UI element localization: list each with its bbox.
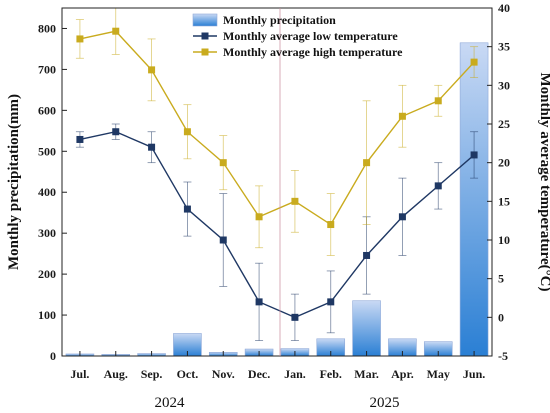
x-tick-label: Jan.: [284, 367, 306, 381]
year-label: 2025: [370, 395, 400, 411]
left-tick-label: 500: [38, 144, 56, 158]
left-tick-label: 100: [38, 308, 56, 322]
x-tick-label: Oct.: [177, 367, 199, 381]
left-tick-label: 400: [38, 185, 56, 199]
x-tick-label: Mar.: [354, 367, 379, 381]
left-tick-label: 300: [38, 226, 56, 240]
left-axis-title: Monthly precipitation(mm): [6, 94, 22, 270]
left-tick-label: 0: [50, 349, 56, 363]
low-temp-point: [470, 151, 478, 159]
low-temperature-series: [75, 123, 479, 341]
right-tick-label: 0: [498, 310, 504, 324]
right-axis: -5 0 5 10 15 20 25 30 35 40: [487, 1, 510, 363]
low-temp-line: [79, 131, 475, 319]
low-temp-point: [434, 182, 442, 190]
legend: Monthly precipitation Monthly average low…: [192, 13, 403, 59]
low-temp-point: [255, 298, 263, 306]
right-tick-label: 25: [498, 117, 510, 131]
left-tick-label: 600: [38, 103, 56, 117]
high-temp-point: [183, 128, 191, 136]
high-temp-point: [398, 112, 406, 120]
low-temp-point: [219, 236, 227, 244]
right-tick-label: 15: [498, 194, 510, 208]
right-axis-title: Monthly average temperature(°C): [537, 73, 550, 292]
high-temp-point: [112, 27, 120, 35]
precipitation-bars: [65, 42, 489, 357]
left-axis: 0 100 200 300 400 500 600 700 800: [38, 21, 67, 363]
x-tick-label: Nov.: [212, 367, 235, 381]
low-temp-point: [76, 135, 84, 143]
x-tick-label: Aug.: [104, 367, 128, 381]
high-temp-point: [255, 213, 263, 221]
low-temp-point: [398, 213, 406, 221]
high-temp-point: [76, 35, 84, 43]
left-tick-label: 200: [38, 267, 56, 281]
low-temp-point: [112, 128, 120, 136]
low-temp-point: [327, 298, 335, 306]
year-label: 2024: [155, 395, 186, 411]
x-tick-label: Feb.: [320, 367, 342, 381]
legend-item: Monthly average low temperature: [193, 29, 398, 43]
plot-frame: [61, 7, 493, 357]
high-temp-point: [219, 159, 227, 167]
legend-label: Monthly precipitation: [223, 13, 336, 27]
high-temp-point: [434, 97, 442, 105]
right-tick-label: 35: [498, 40, 510, 54]
low-temp-point: [148, 143, 156, 151]
legend-item: Monthly precipitation: [192, 13, 336, 27]
x-tick-label: Jun.: [463, 367, 485, 381]
x-tick-label: Sep.: [141, 367, 163, 381]
x-tick-label: Apr.: [391, 367, 414, 381]
right-tick-label: 10: [498, 233, 510, 247]
high-temp-point: [470, 58, 478, 66]
right-tick-label: 30: [498, 78, 510, 92]
legend-item: Monthly average high temperature: [193, 45, 403, 59]
high-temp-point: [148, 66, 156, 74]
x-axis: Jul. Aug. Sep. Oct. Nov. Dec. Jan. Feb. Mar. Apr.…: [70, 351, 485, 411]
right-tick-label: 20: [498, 156, 510, 170]
high-temperature-series: [75, 7, 479, 256]
left-tick-label: 700: [38, 62, 56, 76]
high-temp-point: [291, 197, 299, 205]
low-temp-point: [183, 205, 191, 213]
left-tick-label: 800: [38, 21, 56, 35]
precipitation-bar-jun: [459, 42, 489, 357]
high-temp-point: [327, 221, 335, 229]
temperature-lines: [75, 7, 479, 341]
legend-label: Monthly average high temperature: [223, 45, 403, 59]
right-tick-label: 40: [498, 1, 510, 15]
low-temp-point: [291, 313, 299, 321]
x-tick-label: Dec.: [248, 367, 270, 381]
high-temp-point: [363, 159, 371, 167]
precipitation-bar-mar: [352, 300, 381, 357]
right-tick-label: 5: [498, 272, 504, 286]
right-tick-label: -5: [498, 349, 508, 363]
x-tick-label: Jul.: [70, 367, 89, 381]
legend-label: Monthly average low temperature: [223, 29, 398, 43]
low-temp-point: [363, 251, 371, 259]
x-tick-label: May: [427, 367, 450, 381]
high-temp-line: [79, 30, 475, 226]
